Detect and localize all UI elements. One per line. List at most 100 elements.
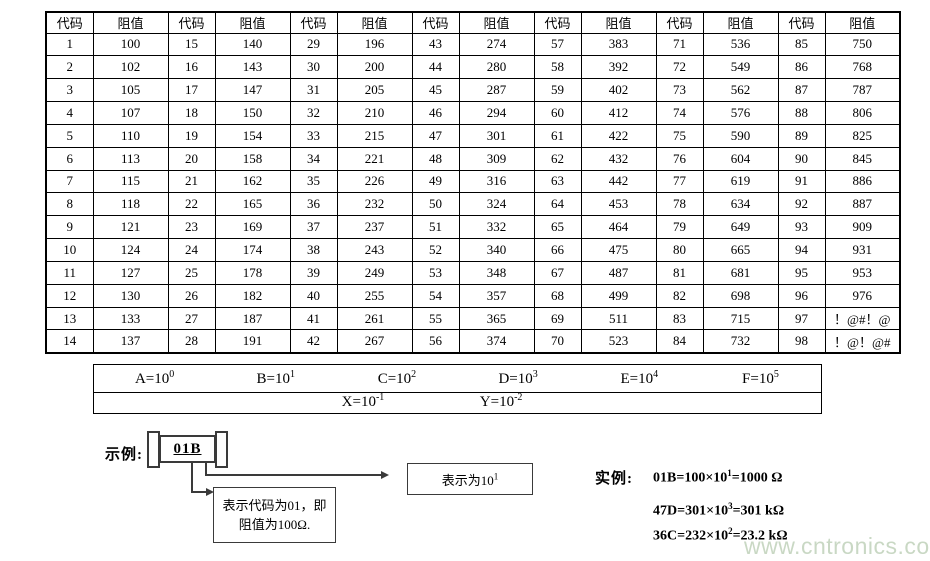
value-cell: 348 — [458, 260, 535, 285]
column-header: 代码 — [411, 11, 460, 34]
column-header: 代码 — [777, 11, 826, 34]
value-cell: 133 — [92, 306, 169, 331]
value-cell: 806 — [824, 101, 901, 125]
value-cell: 232 — [336, 192, 413, 217]
code-cell: 27 — [167, 306, 216, 331]
value-cell: 274 — [458, 32, 535, 57]
value-cell: 165 — [214, 192, 291, 217]
code-cell: 85 — [777, 32, 826, 57]
code-cell: 48 — [411, 146, 460, 171]
code-cell: 59 — [533, 78, 582, 103]
formula-x: X=10-1 — [341, 392, 385, 411]
code-cell: 81 — [655, 260, 704, 285]
multiplier-explanation-box: 表示为101 — [407, 463, 533, 495]
value-cell: 953 — [824, 260, 901, 285]
value-cell: 210 — [336, 101, 413, 125]
value-cell: 422 — [580, 123, 657, 148]
value-cell: 118 — [92, 192, 169, 217]
value-cell: 324 — [458, 192, 535, 217]
value-cell: 221 — [336, 146, 413, 171]
value-cell: 649 — [702, 215, 779, 240]
code-cell: 37 — [289, 215, 338, 240]
code-cell: 66 — [533, 238, 582, 262]
code-cell: 83 — [655, 306, 704, 331]
instance-line: 01B=100×101=1000 Ω — [653, 468, 783, 486]
connector-line — [205, 463, 207, 476]
code-cell: 92 — [777, 192, 826, 217]
code-cell: 39 — [289, 260, 338, 285]
resistor-end-cap-right — [215, 431, 228, 468]
code-cell: 71 — [655, 32, 704, 57]
value-cell: 523 — [580, 329, 657, 354]
value-cell: 499 — [580, 283, 657, 308]
code-cell: 97 — [777, 306, 826, 331]
table-body: 1 100 15 140 29 196 43 274 57 383 71 536 85 750 2 102 16… — [45, 32, 901, 354]
value-cell: 162 — [214, 169, 291, 194]
code-cell: 58 — [533, 55, 582, 80]
column-header: 阻值 — [214, 11, 291, 34]
code-cell: 73 — [655, 78, 704, 103]
code-cell: 94 — [777, 238, 826, 262]
instances-label: 实例: — [595, 471, 633, 487]
value-cell: 174 — [214, 238, 291, 262]
value-cell: 549 — [702, 55, 779, 80]
resistance-table: 代码 阻值 代码 阻值 代码 阻值 代码 阻值 代码 阻值 代码 阻值 代码 阻值 1 100 15 140 29… — [45, 11, 901, 354]
code-cell: 57 — [533, 32, 582, 57]
code-cell: 60 — [533, 101, 582, 125]
table-row: 1 100 15 140 29 196 43 274 57 383 71 536 85 750 — [45, 32, 901, 57]
column-header: 阻值 — [336, 11, 413, 34]
code-cell: 75 — [655, 123, 704, 148]
code-cell: 5 — [45, 123, 94, 148]
formula-b: B=101 — [256, 368, 295, 387]
value-cell: 243 — [336, 238, 413, 262]
table-row: 9 121 23 169 37 237 51 332 65 464 79 649 93 909 — [45, 215, 901, 240]
code-cell: 1 — [45, 32, 94, 57]
formula-d: D=103 — [498, 368, 538, 387]
value-cell: 137 — [92, 329, 169, 354]
code-cell: 21 — [167, 169, 216, 194]
value-cell: 931 — [824, 238, 901, 262]
code-cell: 86 — [777, 55, 826, 80]
value-cell: 383 — [580, 32, 657, 57]
value-cell: 100 — [92, 32, 169, 57]
code-cell: 90 — [777, 146, 826, 171]
code-cell: 96 — [777, 283, 826, 308]
value-cell: 143 — [214, 55, 291, 80]
code-cell: 74 — [655, 101, 704, 125]
value-cell: 124 — [92, 238, 169, 262]
code-cell: 79 — [655, 215, 704, 240]
value-cell: 105 — [92, 78, 169, 103]
code-cell: 84 — [655, 329, 704, 354]
column-header: 代码 — [289, 11, 338, 34]
value-cell: 130 — [92, 283, 169, 308]
value-cell: 487 — [580, 260, 657, 285]
code-cell: 65 — [533, 215, 582, 240]
value-cell: 887 — [824, 192, 901, 217]
value-cell: 715 — [702, 306, 779, 331]
value-cell: 205 — [336, 78, 413, 103]
column-header: 阻值 — [458, 11, 535, 34]
code-cell: 6 — [45, 146, 94, 171]
code-cell: 43 — [411, 32, 460, 57]
table-row: 13 133 27 187 41 261 55 365 69 511 83 715 97 ！@#！@ — [45, 306, 901, 331]
code-cell: 9 — [45, 215, 94, 240]
value-cell: 909 — [824, 215, 901, 240]
formula-y: Y=10-2 — [479, 392, 523, 411]
value-cell: 536 — [702, 32, 779, 57]
value-cell: 237 — [336, 215, 413, 240]
value-cell: 113 — [92, 146, 169, 171]
value-cell: 316 — [458, 169, 535, 194]
value-cell: 121 — [92, 215, 169, 240]
code-cell: 29 — [289, 32, 338, 57]
value-cell: 110 — [92, 123, 169, 148]
code-cell: 16 — [167, 55, 216, 80]
value-cell: 294 — [458, 101, 535, 125]
code-cell: 35 — [289, 169, 338, 194]
column-header: 阻值 — [92, 11, 169, 34]
table-row: 3 105 17 147 31 205 45 287 59 402 73 562 87 787 — [45, 78, 901, 103]
code-cell: 61 — [533, 123, 582, 148]
code-cell: 36 — [289, 192, 338, 217]
code-cell: 82 — [655, 283, 704, 308]
value-cell: 280 — [458, 55, 535, 80]
table-row: 10 124 24 174 38 243 52 340 66 475 80 665 94 931 — [45, 238, 901, 262]
